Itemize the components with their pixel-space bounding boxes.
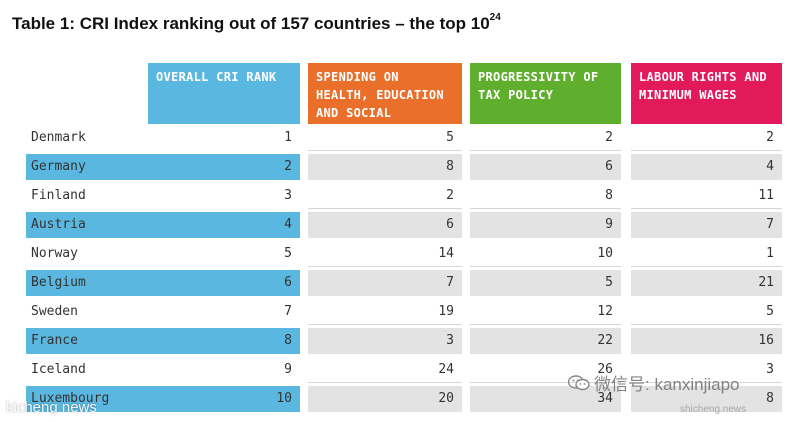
table-row: Norway 5 14 10 1 bbox=[0, 241, 800, 267]
table-row: Iceland 9 24 26 3 bbox=[0, 357, 800, 383]
table-row: Sweden 7 19 12 5 bbox=[0, 299, 800, 325]
row-separator bbox=[631, 266, 782, 267]
labour-cell: 2 bbox=[766, 130, 774, 145]
tax-cell: 22 bbox=[470, 328, 621, 354]
row-separator bbox=[631, 382, 782, 383]
spending-cell: 3 bbox=[308, 328, 462, 354]
spending-cell: 8 bbox=[308, 154, 462, 180]
country-cell: Iceland bbox=[31, 362, 86, 377]
row-separator bbox=[631, 324, 782, 325]
row-separator bbox=[470, 150, 621, 151]
watermark-wechat: 微信号: kanxinjiapo bbox=[567, 370, 740, 396]
tax-cell: 6 bbox=[470, 154, 621, 180]
row-separator bbox=[308, 208, 462, 209]
title-footnote-ref: 24 bbox=[489, 12, 501, 23]
table-row: Denmark 1 5 2 2 bbox=[0, 125, 800, 151]
rank-cell: 2 bbox=[284, 159, 292, 174]
table-row: Finland 3 2 8 11 bbox=[0, 183, 800, 209]
country-cell: Belgium bbox=[26, 270, 300, 296]
tax-cell: 9 bbox=[470, 212, 621, 238]
row-separator bbox=[631, 208, 782, 209]
labour-cell: 1 bbox=[766, 246, 774, 261]
rank-cell: 6 bbox=[284, 275, 292, 290]
table-title-text: Table 1: CRI Index ranking out of 157 co… bbox=[12, 14, 490, 33]
tax-cell: 26 bbox=[597, 362, 613, 377]
spending-cell: 14 bbox=[438, 246, 454, 261]
labour-cell: 8 bbox=[631, 386, 782, 412]
table-row: Austria 4 6 9 7 bbox=[0, 212, 800, 238]
spending-cell: 5 bbox=[446, 130, 454, 145]
header-spending: SPENDING ON HEALTH, EDUCATION AND SOCIAL… bbox=[308, 63, 462, 138]
watermark-site: shicheng.news bbox=[680, 404, 747, 415]
row-separator bbox=[308, 150, 462, 151]
rank-cell: 5 bbox=[284, 246, 292, 261]
row-separator bbox=[631, 150, 782, 151]
country-cell: France bbox=[26, 328, 300, 354]
spending-cell: 7 bbox=[308, 270, 462, 296]
labour-cell: 11 bbox=[758, 188, 774, 203]
spending-cell: 19 bbox=[438, 304, 454, 319]
country-cell: Germany bbox=[26, 154, 300, 180]
spending-cell: 24 bbox=[438, 362, 454, 377]
spending-cell: 20 bbox=[308, 386, 462, 412]
row-separator bbox=[470, 208, 621, 209]
labour-cell: 7 bbox=[631, 212, 782, 238]
header-tax-progressivity: PROGRESSIVITY OF TAX POLICY bbox=[470, 63, 621, 124]
labour-cell: 21 bbox=[631, 270, 782, 296]
rank-cell: 4 bbox=[284, 217, 292, 232]
table-title: Table 1: CRI Index ranking out of 157 co… bbox=[12, 12, 501, 34]
wechat-id-text: 微信号: kanxinjiapo bbox=[594, 375, 740, 394]
tax-cell: 12 bbox=[597, 304, 613, 319]
labour-cell: 3 bbox=[766, 362, 774, 377]
tax-cell: 8 bbox=[605, 188, 613, 203]
row-separator bbox=[308, 382, 462, 383]
row-separator bbox=[308, 324, 462, 325]
spending-cell: 6 bbox=[308, 212, 462, 238]
row-separator bbox=[470, 266, 621, 267]
rank-cell: 3 bbox=[284, 188, 292, 203]
tax-cell: 10 bbox=[597, 246, 613, 261]
row-separator bbox=[308, 266, 462, 267]
country-cell: Denmark bbox=[31, 130, 86, 145]
country-cell: Austria bbox=[26, 212, 300, 238]
tax-cell: 5 bbox=[470, 270, 621, 296]
tax-cell: 34 bbox=[470, 386, 621, 412]
rank-cell: 10 bbox=[276, 391, 292, 406]
country-cell: Finland bbox=[31, 188, 86, 203]
row-separator bbox=[470, 382, 621, 383]
rank-cell: 9 bbox=[284, 362, 292, 377]
spending-cell: 2 bbox=[446, 188, 454, 203]
labour-cell: 16 bbox=[631, 328, 782, 354]
rank-cell: 7 bbox=[284, 304, 292, 319]
table-row: Luxembourg 10 20 34 8 bbox=[0, 386, 800, 412]
country-cell: Norway bbox=[31, 246, 78, 261]
country-cell: Luxembourg bbox=[26, 386, 300, 412]
row-separator bbox=[470, 324, 621, 325]
labour-cell: 4 bbox=[631, 154, 782, 180]
table-row: Belgium 6 7 5 21 bbox=[0, 270, 800, 296]
header-labour-rights: LABOUR RIGHTS AND MINIMUM WAGES bbox=[631, 63, 782, 124]
table-row: Germany 2 8 6 4 bbox=[0, 154, 800, 180]
tax-cell: 2 bbox=[605, 130, 613, 145]
labour-cell: 5 bbox=[766, 304, 774, 319]
table-row: France 8 3 22 16 bbox=[0, 328, 800, 354]
rank-cell: 1 bbox=[284, 130, 292, 145]
wechat-icon bbox=[567, 375, 590, 396]
rank-cell: 8 bbox=[284, 333, 292, 348]
watermark-left: kicheng news bbox=[6, 399, 97, 416]
header-overall-cri-rank: OVERALL CRI RANK bbox=[148, 63, 300, 124]
country-cell: Sweden bbox=[31, 304, 78, 319]
